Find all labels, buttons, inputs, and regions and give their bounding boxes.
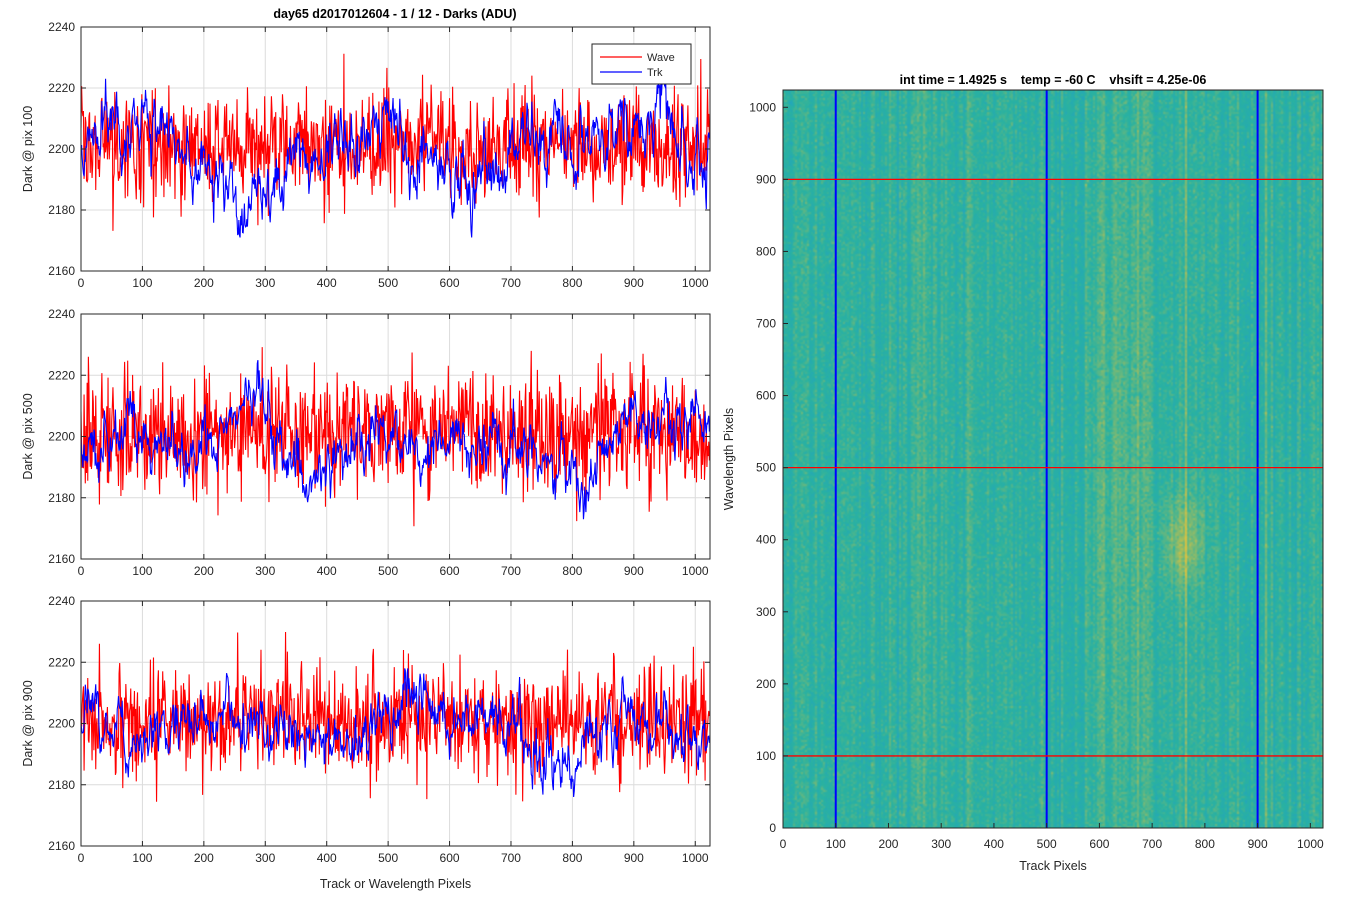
x-tick-label: 200 (194, 851, 214, 865)
y-axis-label: Wavelength Pixels (722, 408, 736, 510)
x-tick-label: 800 (562, 564, 582, 578)
x-tick-label: 700 (501, 564, 521, 578)
line-plot-pix-100: 0 100 200 300 400 500 600 700 800 900 1000 2160 2180… (21, 20, 711, 290)
x-tick-label: 1000 (682, 851, 709, 865)
x-tick-label: 500 (378, 564, 398, 578)
y-tick-label: 2160 (48, 839, 75, 853)
x-tick-label: 200 (194, 276, 214, 290)
y-tick-label: 700 (756, 317, 776, 331)
x-tick-label: 200 (878, 837, 898, 851)
x-tick-label: 300 (931, 837, 951, 851)
x-tick-label: 300 (255, 851, 275, 865)
y-tick-label: 2200 (48, 430, 75, 444)
y-tick-label: 2160 (48, 264, 75, 278)
line-plot-pix-500: 0 100 200 300 400 500 600 700 800 900 1000 2160 2180… (21, 307, 711, 578)
y-axis-label: Dark @ pix 100 (21, 106, 35, 192)
y-tick-label: 2200 (48, 142, 75, 156)
x-tick-label: 0 (78, 564, 85, 578)
y-tick-label: 2220 (48, 81, 75, 95)
line-plot-pix-900: 0 100 200 300 400 500 600 700 800 900 1000 2160 2180… (21, 594, 711, 891)
y-tick-label: 2180 (48, 491, 75, 505)
y-tick-label: 100 (756, 749, 776, 763)
heatmap-image (783, 90, 1323, 828)
x-tick-label: 900 (624, 564, 644, 578)
y-tick-label: 500 (756, 461, 776, 475)
x-tick-label: 1000 (682, 276, 709, 290)
x-tick-label: 200 (194, 564, 214, 578)
x-tick-label: 300 (255, 564, 275, 578)
legend-entry-trk: Trk (647, 67, 663, 79)
y-tick-label: 600 (756, 389, 776, 403)
y-tick-label: 2180 (48, 203, 75, 217)
grid-lines (81, 601, 710, 846)
x-tick-label: 1000 (682, 564, 709, 578)
y-tick-label: 900 (756, 172, 776, 186)
grid-lines (81, 314, 710, 559)
x-tick-label: 600 (440, 851, 460, 865)
x-axis-label: Track or Wavelength Pixels (320, 877, 471, 891)
x-tick-label: 600 (440, 564, 460, 578)
y-tick-label: 400 (756, 533, 776, 547)
x-tick-label: 900 (624, 276, 644, 290)
x-tick-label: 400 (984, 837, 1004, 851)
y-tick-label: 1000 (749, 100, 776, 114)
x-tick-label: 800 (562, 851, 582, 865)
series-line-wave (81, 53, 710, 231)
y-tick-label: 2240 (48, 307, 75, 321)
y-tick-label: 2240 (48, 594, 75, 608)
left-figure-title: day65 d2017012604 - 1 / 12 - Darks (ADU) (273, 7, 516, 21)
x-tick-label: 600 (440, 276, 460, 290)
x-tick-label: 500 (378, 851, 398, 865)
heatmap-dark-frame: 0 100 200 300 400 500 600 700 800 900 1000 0 100 200 3… (722, 89, 1324, 873)
x-tick-label: 500 (1037, 837, 1057, 851)
y-tick-label: 300 (756, 605, 776, 619)
x-tick-label: 500 (378, 276, 398, 290)
x-tick-label: 800 (1195, 837, 1215, 851)
y-tick-label: 2200 (48, 717, 75, 731)
x-axis-label: Track Pixels (1019, 859, 1087, 873)
x-tick-label: 100 (132, 851, 152, 865)
legend-entry-wave: Wave (647, 52, 675, 64)
y-tick-label: 0 (769, 821, 776, 835)
y-tick-label: 800 (756, 244, 776, 258)
legend: Wave Trk (591, 43, 692, 85)
x-tick-label: 700 (501, 851, 521, 865)
series-line-trk (81, 73, 710, 238)
x-tick-label: 800 (562, 276, 582, 290)
x-tick-label: 400 (317, 851, 337, 865)
y-tick-label: 2220 (48, 655, 75, 669)
x-tick-label: 400 (317, 564, 337, 578)
x-tick-label: 700 (501, 276, 521, 290)
x-tick-label: 300 (255, 276, 275, 290)
x-tick-label: 100 (132, 276, 152, 290)
series-line-trk (81, 668, 710, 797)
y-tick-label: 2220 (48, 368, 75, 382)
x-tick-label: 900 (1248, 837, 1268, 851)
y-axis-label: Dark @ pix 900 (21, 680, 35, 766)
y-axis-label: Dark @ pix 500 (21, 393, 35, 479)
y-tick-label: 200 (756, 677, 776, 691)
x-tick-label: 100 (132, 564, 152, 578)
right-figure-title: int time = 1.4925 s temp = -60 C vhsift … (900, 73, 1207, 87)
x-tick-label: 0 (780, 837, 787, 851)
y-tick-label: 2160 (48, 552, 75, 566)
x-tick-label: 1000 (1297, 837, 1324, 851)
x-tick-label: 600 (1089, 837, 1109, 851)
x-tick-label: 100 (826, 837, 846, 851)
y-tick-label: 2180 (48, 778, 75, 792)
x-tick-label: 400 (317, 276, 337, 290)
axes-box (782, 89, 1324, 829)
series-line-trk (81, 359, 710, 520)
y-tick-label: 2240 (48, 20, 75, 34)
x-tick-label: 0 (78, 851, 85, 865)
x-tick-label: 700 (1142, 837, 1162, 851)
x-tick-label: 900 (624, 851, 644, 865)
x-tick-label: 0 (78, 276, 85, 290)
